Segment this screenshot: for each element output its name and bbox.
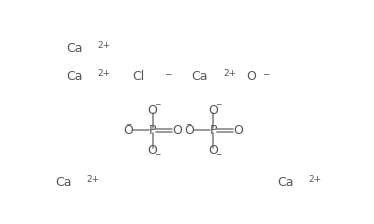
Text: Ca: Ca bbox=[67, 42, 83, 55]
Text: −: − bbox=[215, 101, 222, 110]
Text: Ca: Ca bbox=[191, 70, 208, 83]
Text: O: O bbox=[148, 104, 157, 117]
Text: −: − bbox=[263, 69, 270, 78]
Text: O: O bbox=[247, 70, 257, 83]
Text: O: O bbox=[184, 124, 194, 137]
Text: Cl: Cl bbox=[132, 70, 144, 83]
Text: O: O bbox=[172, 124, 182, 137]
Text: 2+: 2+ bbox=[98, 41, 111, 50]
Text: P: P bbox=[149, 124, 156, 137]
Text: −: − bbox=[154, 101, 161, 110]
Text: O: O bbox=[208, 144, 218, 157]
Text: −: − bbox=[186, 120, 192, 129]
Text: 2+: 2+ bbox=[87, 175, 100, 184]
Text: P: P bbox=[210, 124, 217, 137]
Text: Ca: Ca bbox=[67, 70, 83, 83]
Text: O: O bbox=[123, 124, 133, 137]
Text: −: − bbox=[154, 151, 161, 159]
Text: O: O bbox=[148, 144, 157, 157]
Text: 2+: 2+ bbox=[309, 175, 322, 184]
Text: −: − bbox=[163, 69, 171, 78]
Text: −: − bbox=[215, 151, 222, 159]
Text: O: O bbox=[208, 104, 218, 117]
Text: 2+: 2+ bbox=[98, 69, 111, 78]
Text: −: − bbox=[125, 120, 131, 129]
Text: O: O bbox=[233, 124, 243, 137]
Text: Ca: Ca bbox=[55, 177, 72, 190]
Text: 2+: 2+ bbox=[223, 69, 236, 78]
Text: Ca: Ca bbox=[277, 177, 294, 190]
